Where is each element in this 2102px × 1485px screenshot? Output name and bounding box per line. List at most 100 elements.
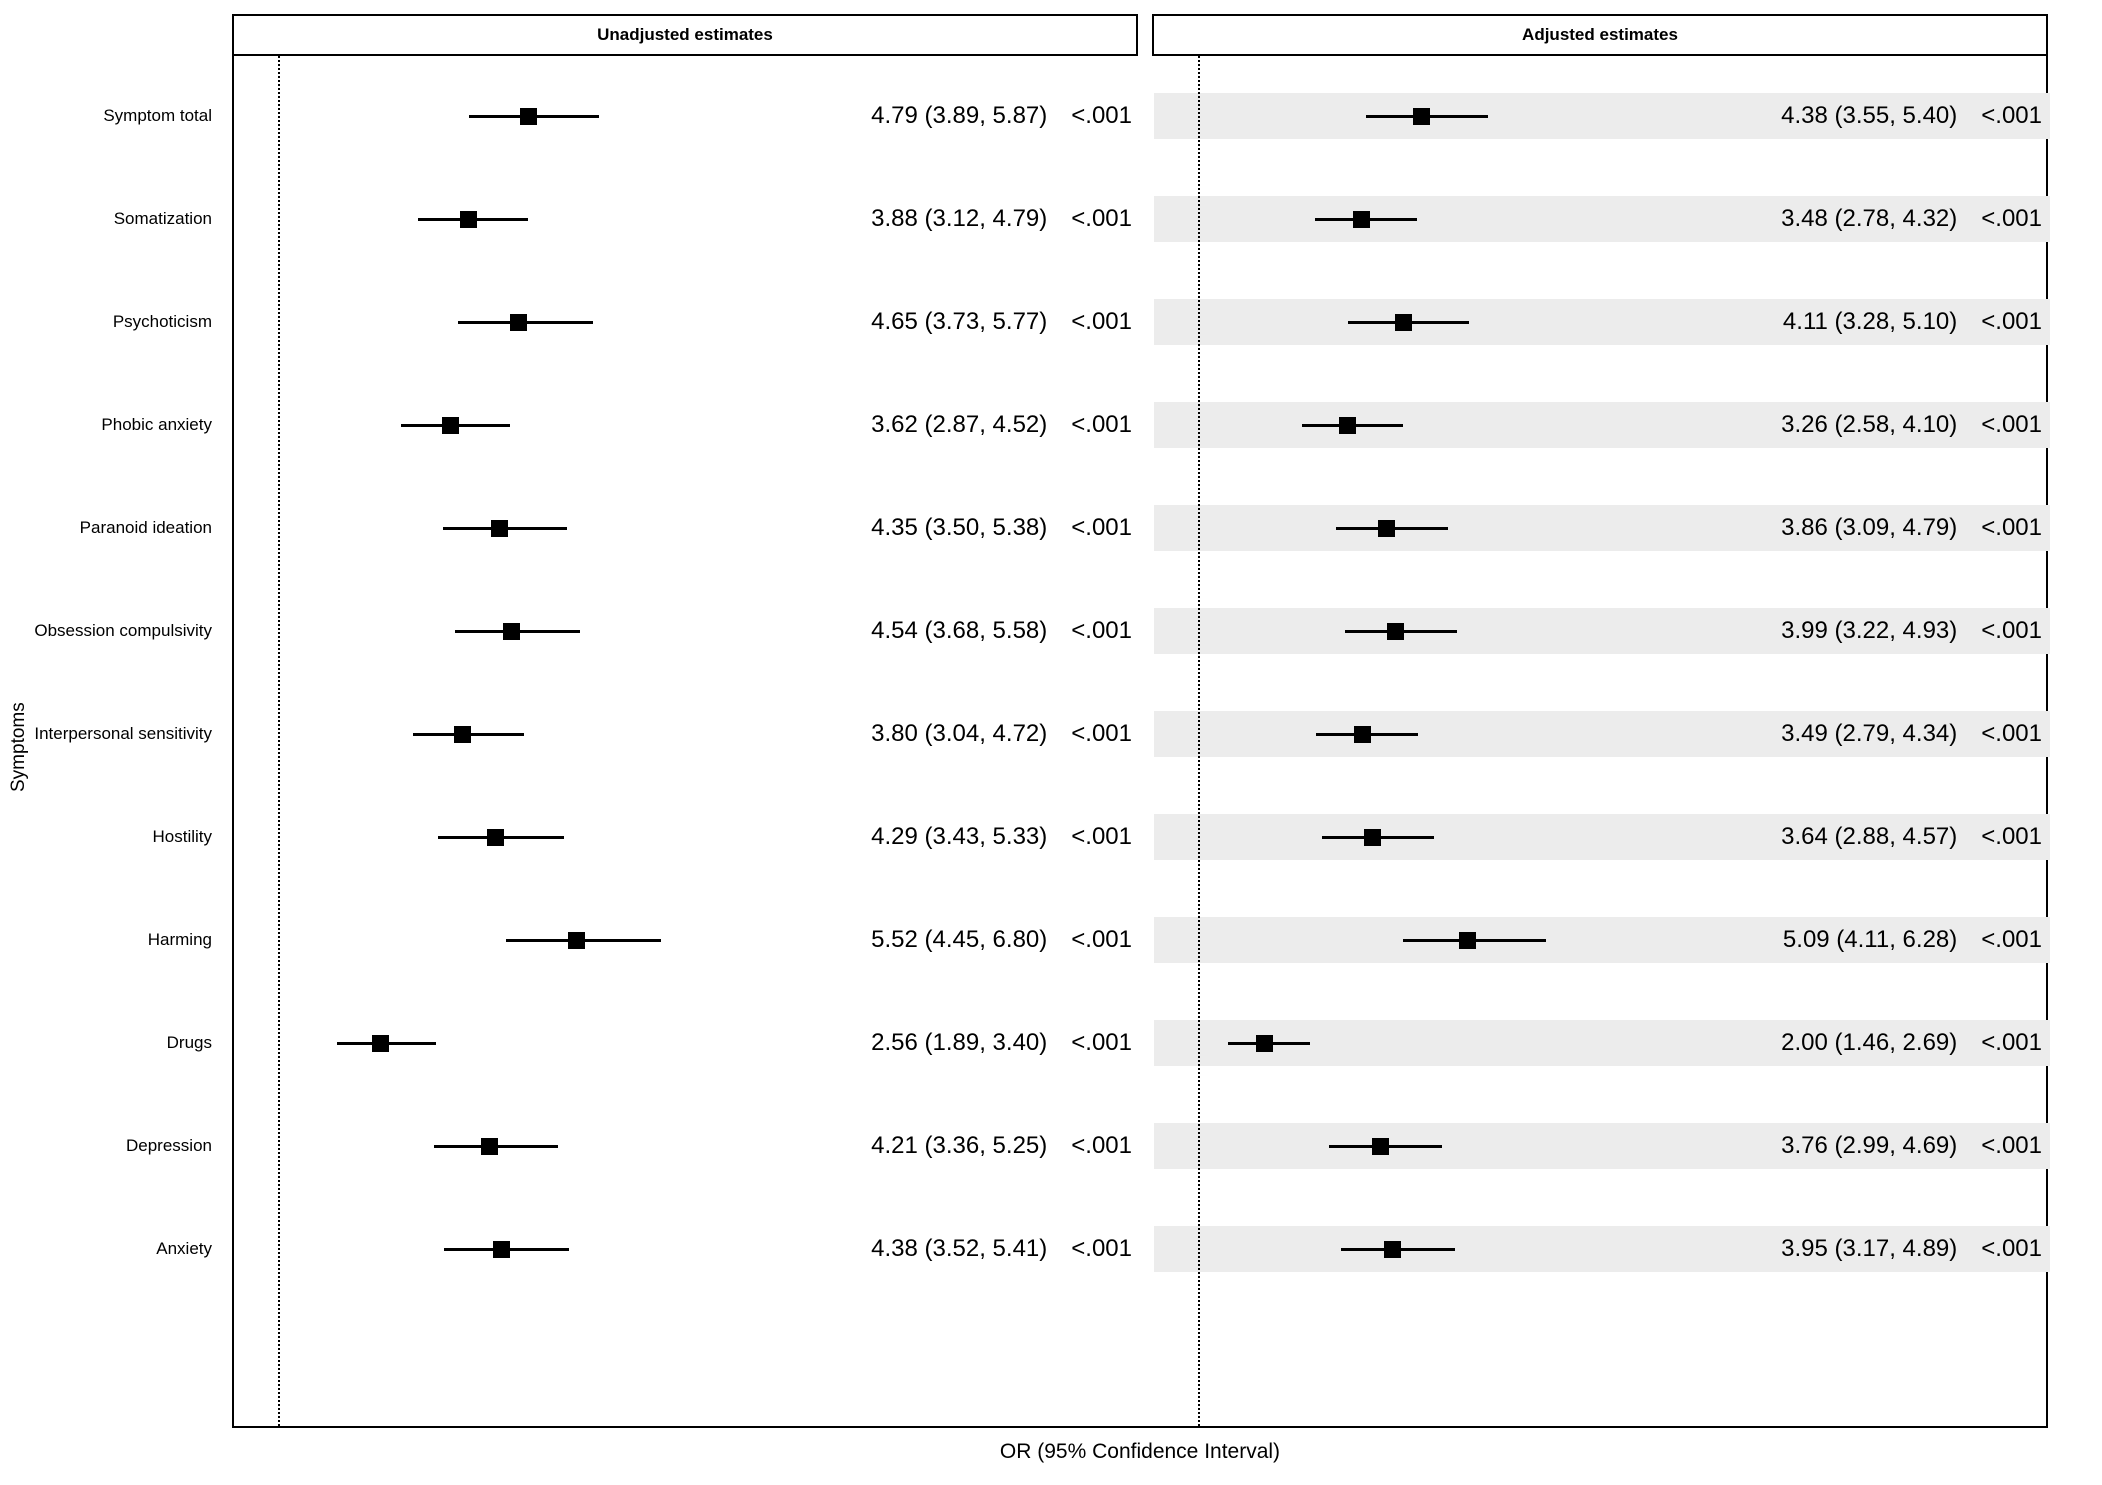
panel-unadjusted: 4.79 (3.89, 5.87) <.001 3.88 (3.12, 4.79) <… — [234, 56, 1140, 1426]
estimate-text: 3.62 (2.87, 4.52) — [871, 411, 1048, 438]
estimate-text: 3.99 (3.22, 4.93) — [1781, 617, 1958, 644]
row-label: Psychoticism — [112, 312, 212, 331]
point-marker — [503, 622, 521, 640]
row-label: Interpersonal sensitivity — [34, 724, 212, 743]
estimate-text: 5.09 (4.11, 6.28) — [1782, 926, 1958, 953]
row-label: Hostility — [152, 827, 212, 846]
row-band — [1154, 505, 2050, 551]
point-marker — [567, 931, 585, 949]
estimate-row: 3.95 (3.17, 4.89) <.001 — [1781, 1235, 2042, 1263]
p-value: <.001 — [1981, 411, 2042, 438]
p-value: <.001 — [1071, 205, 1132, 232]
point-marker — [481, 1137, 499, 1155]
p-value: <.001 — [1071, 823, 1132, 850]
p-value: <.001 — [1071, 514, 1132, 541]
row-label: Paranoid ideation — [79, 518, 212, 537]
estimate-row: 5.52 (4.45, 6.80) <.001 — [871, 926, 1132, 954]
p-value: <.001 — [1981, 1132, 2042, 1159]
p-value: <.001 — [1981, 1029, 2042, 1056]
point-marker — [1394, 313, 1412, 331]
estimate-row: 3.64 (2.88, 4.57) <.001 — [1781, 823, 2042, 851]
estimate-text: 4.11 (3.28, 5.10) — [1782, 308, 1958, 335]
point-marker — [486, 828, 504, 846]
row-band — [1154, 608, 2050, 654]
p-value: <.001 — [1071, 1029, 1132, 1056]
p-value: <.001 — [1981, 720, 2042, 747]
estimate-row: 4.38 (3.55, 5.40) <.001 — [1781, 102, 2042, 130]
estimate-text: 5.52 (4.45, 6.80) — [871, 926, 1048, 953]
row-label: Symptom total — [103, 106, 212, 125]
point-marker — [1363, 828, 1381, 846]
row-band — [1154, 93, 2050, 139]
point-marker — [510, 313, 528, 331]
estimate-row: 4.65 (3.73, 5.77) <.001 — [871, 308, 1132, 336]
p-value: <.001 — [1071, 411, 1132, 438]
x-axis-title: OR (95% Confidence Interval) — [999, 1440, 1281, 1463]
point-marker — [492, 1240, 510, 1258]
point-marker — [1353, 725, 1371, 743]
estimate-text: 3.86 (3.09, 4.79) — [1781, 514, 1958, 541]
row-band — [1154, 814, 2050, 860]
estimate-row: 3.62 (2.87, 4.52) <.001 — [871, 411, 1132, 439]
row-label: Depression — [126, 1136, 212, 1155]
point-marker — [442, 416, 460, 434]
point-marker — [1412, 107, 1430, 125]
panel-adjusted: 4.38 (3.55, 5.40) <.001 3.48 (2.78, 4.32) <… — [1154, 56, 2050, 1426]
p-value: <.001 — [1981, 823, 2042, 850]
point-marker — [372, 1034, 390, 1052]
estimate-text: 4.38 (3.52, 5.41) — [871, 1235, 1048, 1262]
estimate-text: 4.29 (3.43, 5.33) — [871, 823, 1048, 850]
estimate-row: 3.80 (3.04, 4.72) <.001 — [871, 720, 1132, 748]
row-band — [1154, 1123, 2050, 1169]
point-marker — [1371, 1137, 1389, 1155]
point-marker — [1378, 519, 1396, 537]
p-value: <.001 — [1071, 102, 1132, 129]
p-value: <.001 — [1981, 308, 2042, 335]
estimate-row: 4.29 (3.43, 5.33) <.001 — [871, 823, 1132, 851]
p-value: <.001 — [1981, 926, 2042, 953]
point-marker — [1386, 622, 1404, 640]
estimate-row: 4.38 (3.52, 5.41) <.001 — [871, 1235, 1132, 1263]
estimate-text: 3.95 (3.17, 4.89) — [1781, 1235, 1958, 1262]
reference-line — [278, 56, 280, 1426]
estimate-row: 3.76 (2.99, 4.69) <.001 — [1781, 1132, 2042, 1160]
estimate-row: 4.11 (3.28, 5.10) <.001 — [1783, 308, 2042, 336]
point-marker — [459, 210, 477, 228]
estimate-text: 4.79 (3.89, 5.87) — [871, 102, 1048, 129]
estimate-text: 4.21 (3.36, 5.25) — [871, 1132, 1048, 1159]
p-value: <.001 — [1071, 308, 1132, 335]
panel-header-unadjusted: Unadjusted estimates — [232, 14, 1138, 56]
row-band — [1154, 1226, 2050, 1272]
panel-header-unadjusted-label: Unadjusted estimates — [597, 25, 773, 44]
estimate-text: 3.64 (2.88, 4.57) — [1781, 823, 1958, 850]
estimate-text: 3.80 (3.04, 4.72) — [871, 720, 1048, 747]
estimate-row: 3.99 (3.22, 4.93) <.001 — [1781, 617, 2042, 645]
row-band — [1154, 917, 2050, 963]
row-band — [1154, 299, 2050, 345]
estimate-row: 4.54 (3.68, 5.58) <.001 — [871, 617, 1132, 645]
plot-region: 4.79 (3.89, 5.87) <.001 3.88 (3.12, 4.79) <… — [232, 56, 2050, 1428]
point-marker — [1384, 1240, 1402, 1258]
row-band — [1154, 711, 2050, 757]
estimate-text: 2.00 (1.46, 2.69) — [1781, 1029, 1958, 1056]
estimate-row: 4.21 (3.36, 5.25) <.001 — [871, 1132, 1132, 1160]
estimate-row: 3.26 (2.58, 4.10) <.001 — [1781, 411, 2042, 439]
row-labels-column: Symptom total Somatization Psychoticism Pho… — [0, 56, 226, 1428]
estimate-row: 4.35 (3.50, 5.38) <.001 — [871, 514, 1132, 542]
estimate-row: 3.49 (2.79, 4.34) <.001 — [1781, 720, 2042, 748]
estimate-text: 4.54 (3.68, 5.58) — [871, 617, 1048, 644]
p-value: <.001 — [1981, 205, 2042, 232]
estimate-text: 3.88 (3.12, 4.79) — [871, 205, 1048, 232]
estimate-row: 2.00 (1.46, 2.69) <.001 — [1781, 1029, 2042, 1057]
estimate-text: 3.48 (2.78, 4.32) — [1781, 205, 1958, 232]
estimate-row: 2.56 (1.89, 3.40) <.001 — [871, 1029, 1132, 1057]
point-marker — [490, 519, 508, 537]
p-value: <.001 — [1071, 720, 1132, 747]
panel-header-adjusted: Adjusted estimates — [1152, 14, 2048, 56]
estimate-text: 4.38 (3.55, 5.40) — [1781, 102, 1958, 129]
row-label: Phobic anxiety — [101, 415, 212, 434]
estimate-text: 2.56 (1.89, 3.40) — [871, 1029, 1048, 1056]
p-value: <.001 — [1071, 1235, 1132, 1262]
p-value: <.001 — [1981, 1235, 2042, 1262]
